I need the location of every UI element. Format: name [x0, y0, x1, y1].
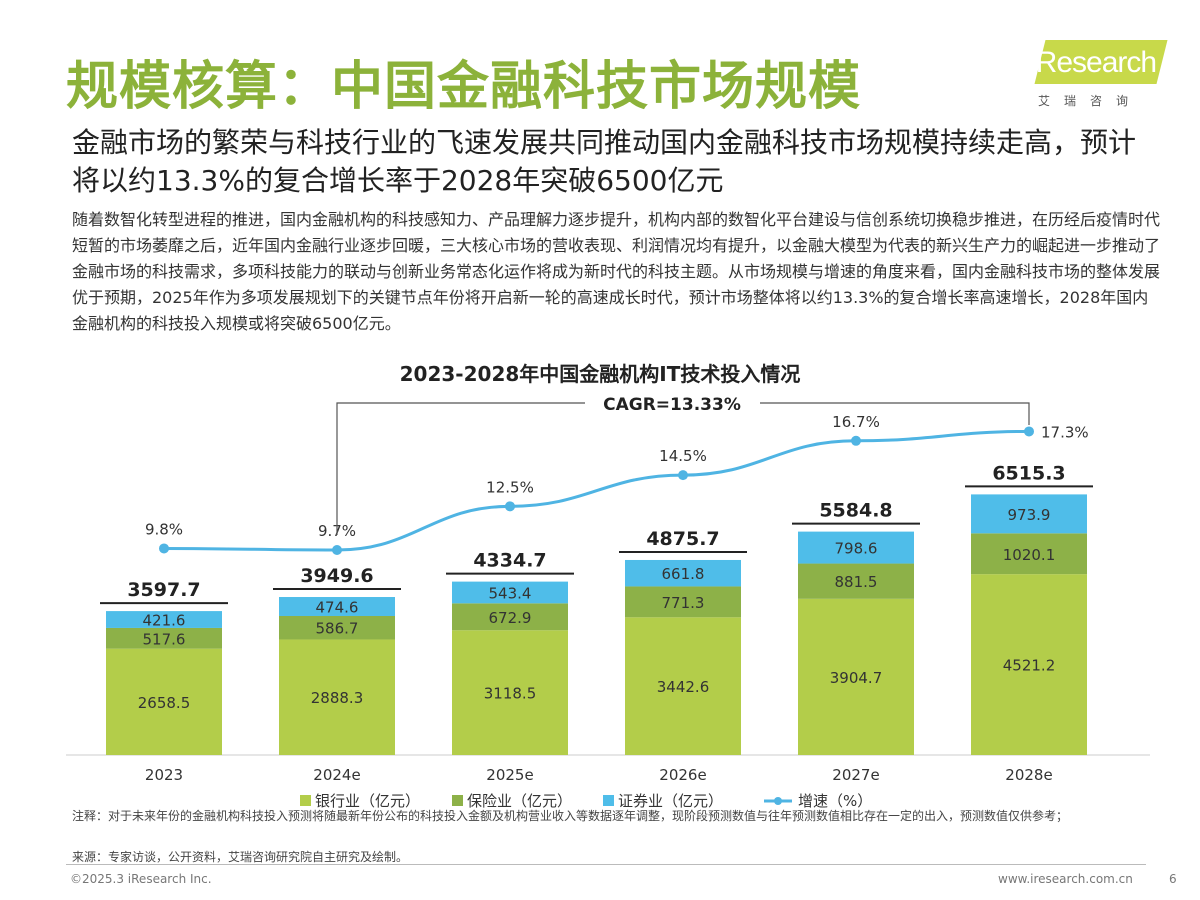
total-value-label: 4875.7: [646, 528, 719, 550]
legend-swatch: [300, 795, 311, 806]
legend-label: 证券业（亿元）: [618, 792, 723, 810]
logo-chinese-name: 艾瑞咨询: [1038, 94, 1143, 108]
bar-value-label: 771.3: [662, 594, 705, 612]
bar-value-label: 474.6: [316, 599, 359, 617]
cagr-label: CAGR=13.33%: [603, 395, 741, 415]
iresearch-logo: iResearch 艾瑞咨询: [1028, 36, 1168, 108]
logo-wordmark: iResearch: [1030, 46, 1157, 79]
growth-rate-label: 14.5%: [659, 447, 707, 465]
bar-value-label: 661.8: [662, 565, 705, 583]
x-tick-label: 2027e: [832, 766, 879, 784]
bar-segment-1: [106, 648, 222, 755]
total-value-label: 5584.8: [819, 500, 892, 522]
bar-value-label: 1020.1: [1003, 546, 1056, 564]
bar-segment-3: [798, 531, 914, 564]
bar-segment-2: [625, 586, 741, 618]
x-tick-label: 2023: [145, 766, 183, 784]
source-note: 来源：专家访谈，公开资料，艾瑞咨询研究院自主研究及绘制。: [72, 850, 409, 864]
total-value-label: 6515.3: [992, 462, 1065, 484]
growth-rate-point: [1024, 426, 1034, 437]
x-tick-label: 2024e: [313, 766, 360, 784]
bar-segment-3: [279, 597, 395, 616]
bar-segment-2: [452, 603, 568, 631]
bar-value-label: 543.4: [489, 584, 532, 602]
growth-rate-label: 9.8%: [145, 520, 183, 538]
legend-label: 增速（%）: [798, 792, 872, 810]
x-tick-label: 2025e: [486, 766, 533, 784]
bar-value-label: 517.6: [143, 630, 186, 648]
growth-rate-label: 17.3%: [1041, 423, 1089, 441]
page-subtitle: 金融市场的繁荣与科技行业的飞速发展共同推动国内金融科技市场规模持续走高，预计将以…: [72, 126, 1137, 197]
bar-value-label: 672.9: [489, 609, 532, 627]
total-value-label: 3597.7: [127, 579, 200, 601]
bar-segment-1: [452, 630, 568, 755]
total-value-label: 4334.7: [473, 550, 546, 572]
bar-segment-2: [798, 563, 914, 599]
footer-divider: [66, 864, 1146, 865]
website-url: www.iresearch.com.cn: [998, 872, 1133, 886]
footnote: 注释：对于未来年份的金融机构科技投入预测将随最新年份公布的科技投入金额及机构营业…: [72, 809, 1069, 823]
bar-segment-2: [106, 627, 222, 649]
growth-rate-point: [332, 545, 342, 555]
bar-segment-1: [798, 598, 914, 755]
bar-value-label: 421.6: [143, 612, 186, 630]
growth-rate-label: 12.5%: [486, 478, 534, 496]
x-tick-label: 2026e: [659, 766, 706, 784]
cagr-bracket: [336, 402, 1030, 535]
bar-value-label: 2658.5: [138, 694, 191, 712]
body-paragraph: 随着数智化转型进程的推进，国内金融机构的科技感知力、产品理解力逐步提升，机构内部…: [72, 210, 1161, 333]
growth-rate-label: 16.7%: [832, 413, 880, 431]
bar-value-label: 973.9: [1008, 506, 1051, 524]
bar-segment-2: [279, 616, 395, 640]
legend-label: 银行业（亿元）: [315, 792, 420, 810]
growth-rate-point: [678, 470, 688, 481]
legend-swatch: [452, 795, 463, 806]
bar-segment-3: [625, 559, 741, 587]
bar-segment-3: [971, 494, 1087, 534]
bar-value-label: 3118.5: [484, 685, 537, 703]
bar-value-label: 3904.7: [830, 669, 883, 687]
bar-segment-3: [106, 611, 222, 628]
legend-swatch: [603, 795, 614, 806]
page-number: 6: [1169, 872, 1177, 886]
bar-value-label: 586.7: [316, 620, 359, 638]
copyright: ©2025.3 iResearch Inc.: [70, 872, 212, 886]
chart-title: 2023-2028年中国金融机构IT技术投入情况: [399, 362, 801, 386]
growth-rate-point: [505, 501, 515, 512]
bar-segment-3: [452, 581, 568, 604]
growth-rate-line: [163, 429, 1030, 552]
bar-segment-1: [971, 574, 1087, 755]
growth-rate-point: [851, 435, 861, 446]
bar-value-label: 798.6: [835, 540, 878, 558]
bar-value-label: 3442.6: [657, 678, 710, 696]
bar-segment-1: [625, 617, 741, 755]
bar-value-label: 4521.2: [1003, 657, 1056, 675]
cagr-label-background: [585, 390, 760, 416]
page-title: 规模核算：中国金融科技市场规模: [66, 57, 862, 117]
total-value-label: 3949.6: [300, 565, 373, 587]
growth-rate-point: [159, 543, 169, 554]
x-tick-label: 2028e: [1005, 766, 1052, 784]
legend-line-marker: [774, 797, 782, 805]
bar-segment-1: [279, 639, 395, 755]
bar-segment-2: [971, 533, 1087, 575]
bar-value-label: 881.5: [835, 573, 878, 591]
legend-label: 保险业（亿元）: [467, 792, 572, 810]
bar-value-label: 2888.3: [311, 689, 364, 707]
